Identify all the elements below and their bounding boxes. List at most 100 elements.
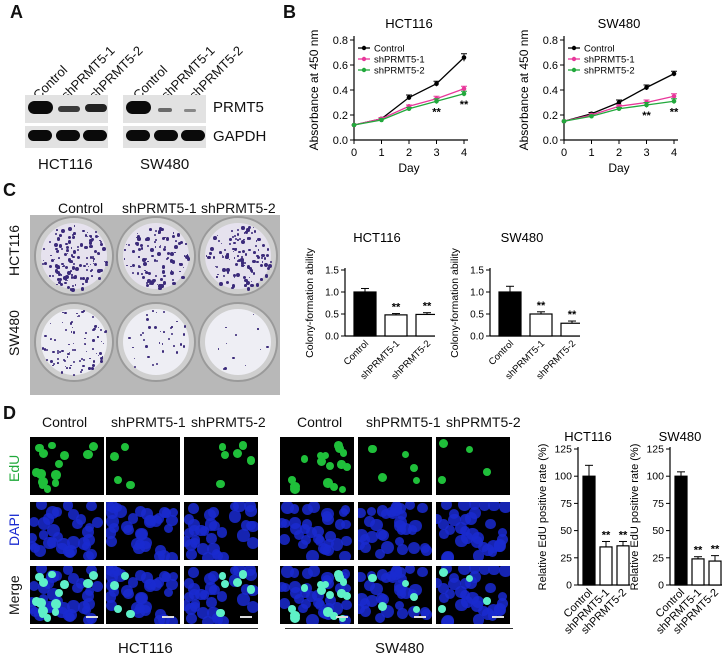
category-label: Control (342, 338, 371, 367)
merge-image (30, 566, 104, 624)
colony-dish (34, 302, 114, 382)
data-point (461, 55, 467, 60)
x-axis-label: Day (398, 161, 419, 175)
data-point (406, 106, 412, 112)
x-tick-label: 1 (588, 147, 594, 159)
y-tick-label: 0.2 (333, 110, 348, 122)
data-point (616, 106, 622, 112)
bar-1 (384, 314, 408, 337)
x-tick-label: 1 (378, 147, 384, 159)
edu-col-3: shPRMT5-2 (191, 414, 266, 430)
edu-row-merge: Merge (6, 575, 22, 615)
data-point (434, 98, 439, 104)
blot-cell-line-sw480: SW480 (140, 156, 190, 173)
data-point (379, 117, 384, 123)
colony-dish (34, 216, 114, 296)
edu-row-dapi: DAPI (6, 513, 22, 546)
y-tick-label: 0 (566, 580, 572, 592)
y-tick-label: 1.0 (325, 288, 339, 299)
y-axis-label: Colony-formation ability (304, 247, 316, 357)
legend-label: Control (374, 44, 405, 55)
panel-label-a: A (10, 2, 23, 22)
line-chart-hct116: HCT116 0.0 0.2 0.4 0.6 0.8 0 1 2 3 4 Day Absorbance … (307, 16, 469, 175)
merge-image (106, 566, 180, 624)
colony-row-hct116: HCT116 (6, 224, 22, 276)
colony-dish (198, 302, 278, 382)
y-tick-label: 125 (554, 444, 572, 456)
data-point (644, 85, 649, 90)
colony-col-control: Control (58, 200, 104, 216)
group-line-sw480 (285, 628, 513, 629)
chart-title: SW480 (598, 16, 641, 31)
y-tick-label: 0.2 (543, 110, 558, 122)
x-tick-label: 3 (433, 147, 439, 159)
bar-0 (353, 291, 377, 337)
bar-0 (582, 475, 596, 586)
bar-1 (691, 558, 705, 586)
chart-title: SW480 (659, 429, 702, 444)
colony-dish (198, 216, 278, 296)
scale-bar (162, 616, 174, 618)
group-line-hct116 (30, 628, 258, 629)
y-tick-label: 1.0 (470, 288, 484, 299)
panel-label-d: D (3, 403, 16, 423)
y-axis-label: Absorbance at 450 nm (517, 30, 531, 151)
y-tick-label: 125 (646, 444, 664, 456)
y-tick-label: 100 (554, 471, 572, 483)
x-tick-label: 4 (461, 147, 467, 159)
blot-cell-line-hct116: HCT116 (38, 156, 93, 173)
dapi-image (30, 502, 104, 560)
x-tick-label: 4 (671, 147, 677, 159)
y-tick-label: 75 (652, 498, 664, 510)
group-label-hct116: HCT116 (118, 640, 173, 657)
bar-1 (599, 546, 613, 586)
edu-col-5: shPRMT5-1 (366, 414, 441, 430)
significance-mark: ** (670, 106, 679, 118)
y-tick-label: 0.4 (543, 85, 558, 97)
data-point (461, 86, 467, 92)
group-label-sw480: SW480 (375, 640, 425, 657)
y-tick-label: 0.0 (325, 332, 339, 343)
y-tick-label: 0.0 (333, 135, 348, 147)
bar-chart-colony-sw480: SW480 0.0 0.5 1.0 1.5 Colony-formation abilit… (449, 230, 580, 382)
edu-image (30, 437, 104, 495)
bar-chart-edu-sw480: SW480 0 25 50 75 100 125 Relative EdU positive … (629, 429, 722, 637)
edu-image (106, 437, 180, 495)
legend-marker (571, 45, 577, 51)
x-tick-label: 0 (561, 147, 567, 159)
y-tick-label: 0.6 (543, 60, 558, 72)
y-tick-label: 1.5 (325, 266, 339, 277)
legend-marker (361, 67, 367, 73)
protein-label-gapdh: GAPDH (213, 128, 267, 145)
line-chart-sw480: SW480 0.0 0.2 0.4 0.6 0.8 0 1 2 3 4 Day Absorbance a… (517, 16, 679, 175)
edu-row-edu: EdU (6, 454, 22, 482)
significance-mark: ** (694, 545, 703, 557)
legend-marker (361, 56, 367, 62)
scale-bar (414, 616, 426, 618)
y-tick-label: 0.5 (470, 310, 484, 321)
y-tick-label: 50 (560, 525, 572, 537)
significance-mark: ** (568, 309, 577, 321)
data-point (434, 81, 439, 87)
bar-1 (529, 313, 553, 337)
merge-image (358, 566, 432, 624)
significance-mark: ** (392, 302, 401, 314)
y-tick-label: 75 (560, 498, 572, 510)
x-axis-label: Day (608, 161, 629, 175)
edu-image (280, 437, 354, 495)
panel-label-b: B (283, 2, 296, 22)
colony-col-sh1: shPRMT5-1 (122, 200, 197, 216)
x-tick-label: 0 (351, 147, 357, 159)
y-tick-label: 100 (646, 471, 664, 483)
data-point (351, 122, 357, 128)
data-point (671, 93, 677, 99)
significance-mark: ** (423, 301, 432, 313)
data-point (671, 98, 677, 104)
x-tick-label: 2 (406, 147, 412, 159)
bar-2 (415, 313, 435, 337)
edu-image (358, 437, 432, 495)
y-tick-label: 0.8 (543, 35, 558, 47)
legend-label: shPRMT5-2 (584, 66, 635, 77)
dapi-image (358, 502, 432, 560)
y-tick-label: 50 (652, 525, 664, 537)
